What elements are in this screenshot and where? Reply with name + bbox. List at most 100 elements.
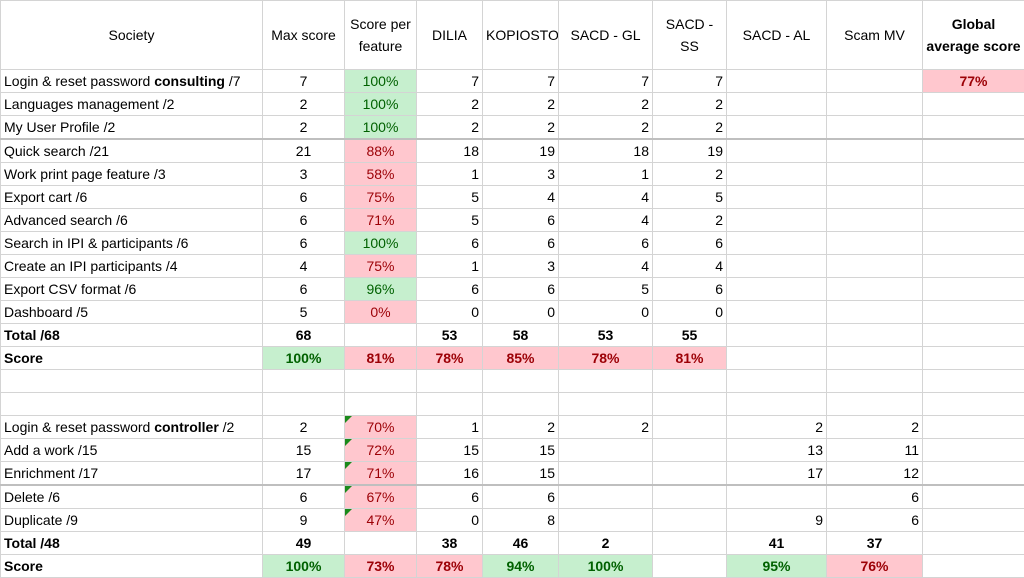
empty-cell xyxy=(827,370,923,393)
dilia-cell: 15 xyxy=(417,439,483,462)
cell-value: 70% xyxy=(366,419,394,435)
global-average-cell xyxy=(923,439,1024,462)
score-ss-cell: 81% xyxy=(653,347,727,370)
score-per-feature-cell: 47% xyxy=(345,509,417,532)
score-per-feature-cell: 100% xyxy=(345,93,417,116)
sacd-ss-cell: 4 xyxy=(653,255,727,278)
header-society: Society xyxy=(1,1,263,70)
dilia-cell: 7 xyxy=(417,70,483,93)
total-dilia-cell: 38 xyxy=(417,532,483,555)
max-score-cell: 6 xyxy=(263,485,345,509)
sacd-al-cell xyxy=(727,232,827,255)
total-ss-cell xyxy=(653,532,727,555)
global-average-cell xyxy=(923,416,1024,439)
feature-label-part: Login & reset password xyxy=(4,419,154,435)
feature-label: Login & reset password controller /2 xyxy=(1,416,263,439)
feature-label: Login & reset password consulting /7 xyxy=(1,70,263,93)
scam-mv-cell: 2 xyxy=(827,416,923,439)
global-average-cell xyxy=(923,139,1024,163)
feature-label-part: consulting xyxy=(154,73,225,89)
score-mv-cell: 76% xyxy=(827,555,923,578)
empty-cell xyxy=(727,393,827,416)
score-gl-cell: 78% xyxy=(559,347,653,370)
sacd-ss-cell: 7 xyxy=(653,70,727,93)
score-label: Score xyxy=(1,555,263,578)
sacd-al-cell xyxy=(727,485,827,509)
empty-cell xyxy=(417,370,483,393)
kopiosto-cell: 19 xyxy=(483,139,559,163)
max-score-cell: 6 xyxy=(263,186,345,209)
sacd-ss-cell: 6 xyxy=(653,278,727,301)
total-label: Total /68 xyxy=(1,324,263,347)
kopiosto-cell: 8 xyxy=(483,509,559,532)
feature-label: Advanced search /6 xyxy=(1,209,263,232)
sacd-ss-cell: 19 xyxy=(653,139,727,163)
score-kop-cell: 85% xyxy=(483,347,559,370)
global-average-cell xyxy=(923,255,1024,278)
score-per-feature-cell: 71% xyxy=(345,209,417,232)
feature-label-part: Delete /6 xyxy=(4,489,60,505)
score-mv-cell xyxy=(827,347,923,370)
kopiosto-cell: 4 xyxy=(483,186,559,209)
kopiosto-cell: 6 xyxy=(483,232,559,255)
sacd-gl-cell xyxy=(559,462,653,486)
sacd-al-cell xyxy=(727,209,827,232)
dilia-cell: 0 xyxy=(417,509,483,532)
comment-marker-icon xyxy=(345,486,352,493)
sacd-ss-cell xyxy=(653,462,727,486)
total-max-cell: 49 xyxy=(263,532,345,555)
total-dilia-cell: 53 xyxy=(417,324,483,347)
score-kop-cell: 94% xyxy=(483,555,559,578)
empty-cell xyxy=(417,393,483,416)
sacd-ss-cell: 2 xyxy=(653,93,727,116)
score-max-cell: 100% xyxy=(263,347,345,370)
global-average-cell xyxy=(923,93,1024,116)
score-per-feature-cell: 96% xyxy=(345,278,417,301)
scam-mv-cell xyxy=(827,163,923,186)
empty-cell xyxy=(559,393,653,416)
feature-label: Search in IPI & participants /6 xyxy=(1,232,263,255)
feature-label-part: Create an IPI participants /4 xyxy=(4,258,178,274)
sacd-ss-cell: 6 xyxy=(653,232,727,255)
sacd-ss-cell: 2 xyxy=(653,116,727,140)
feature-label-part: Dashboard /5 xyxy=(4,304,88,320)
scam-mv-cell xyxy=(827,278,923,301)
max-score-cell: 2 xyxy=(263,93,345,116)
scam-mv-cell: 6 xyxy=(827,485,923,509)
sacd-ss-cell xyxy=(653,439,727,462)
header-sacd-al: SACD - AL xyxy=(727,1,827,70)
header-row: Society Max score Score per feature DILI… xyxy=(1,1,1024,70)
max-score-cell: 3 xyxy=(263,163,345,186)
header-dilia: DILIA xyxy=(417,1,483,70)
comment-marker-icon xyxy=(345,439,352,446)
score-per-feature-cell: 75% xyxy=(345,186,417,209)
total-kop-cell: 46 xyxy=(483,532,559,555)
total-mv-cell xyxy=(827,324,923,347)
sacd-al-cell xyxy=(727,70,827,93)
comment-marker-icon xyxy=(345,509,352,516)
dilia-cell: 5 xyxy=(417,186,483,209)
kopiosto-cell: 7 xyxy=(483,70,559,93)
header-global-average-score: Global average score xyxy=(923,1,1024,70)
score-per-feature-cell: 58% xyxy=(345,163,417,186)
max-score-cell: 2 xyxy=(263,416,345,439)
total-global-cell xyxy=(923,324,1024,347)
empty-cell xyxy=(1,370,263,393)
feature-label-part: Add a work /15 xyxy=(4,442,97,458)
sacd-gl-cell: 0 xyxy=(559,301,653,324)
kopiosto-cell: 0 xyxy=(483,301,559,324)
score-al-cell: 95% xyxy=(727,555,827,578)
score-pct-cell: 81% xyxy=(345,347,417,370)
score-global-cell xyxy=(923,347,1024,370)
empty-cell xyxy=(263,370,345,393)
cell-value: 47% xyxy=(366,512,394,528)
sacd-gl-cell xyxy=(559,439,653,462)
sacd-al-cell: 9 xyxy=(727,509,827,532)
total-gl-cell: 53 xyxy=(559,324,653,347)
max-score-cell: 5 xyxy=(263,301,345,324)
max-score-cell: 4 xyxy=(263,255,345,278)
